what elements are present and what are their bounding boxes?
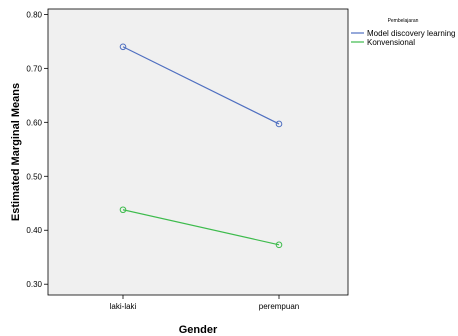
y-tick-label: 0.60 (26, 118, 42, 127)
data-point (275, 120, 283, 128)
y-tick-label: 0.80 (26, 10, 42, 19)
data-point (119, 43, 127, 51)
y-axis: 0.30 0.40 0.50 0.60 0.70 0.80 (26, 10, 48, 289)
y-tick-label: 0.40 (26, 226, 42, 235)
legend-label: Konvensional (367, 38, 415, 47)
legend-label: Model discovery learning (367, 29, 456, 38)
legend-title: Pembelajaran (388, 18, 419, 24)
legend: Pembelajaran Model discovery learningKon… (351, 18, 456, 47)
data-point (275, 241, 283, 249)
x-axis-title: Gender (179, 324, 218, 336)
y-tick-label: 0.70 (26, 64, 42, 73)
x-axis: laki-laki perempuan (110, 295, 299, 311)
x-tick-label: laki-laki (110, 302, 137, 311)
plot-area (47, 8, 349, 296)
y-tick-label: 0.30 (26, 280, 42, 289)
y-tick-label: 0.50 (26, 172, 42, 181)
series-line (122, 209, 280, 246)
data-point (119, 206, 127, 214)
y-axis-title: Estimated Marginal Means (10, 83, 22, 221)
x-tick-label: perempuan (259, 302, 299, 311)
series-line (122, 46, 280, 125)
series-layer (119, 43, 283, 249)
